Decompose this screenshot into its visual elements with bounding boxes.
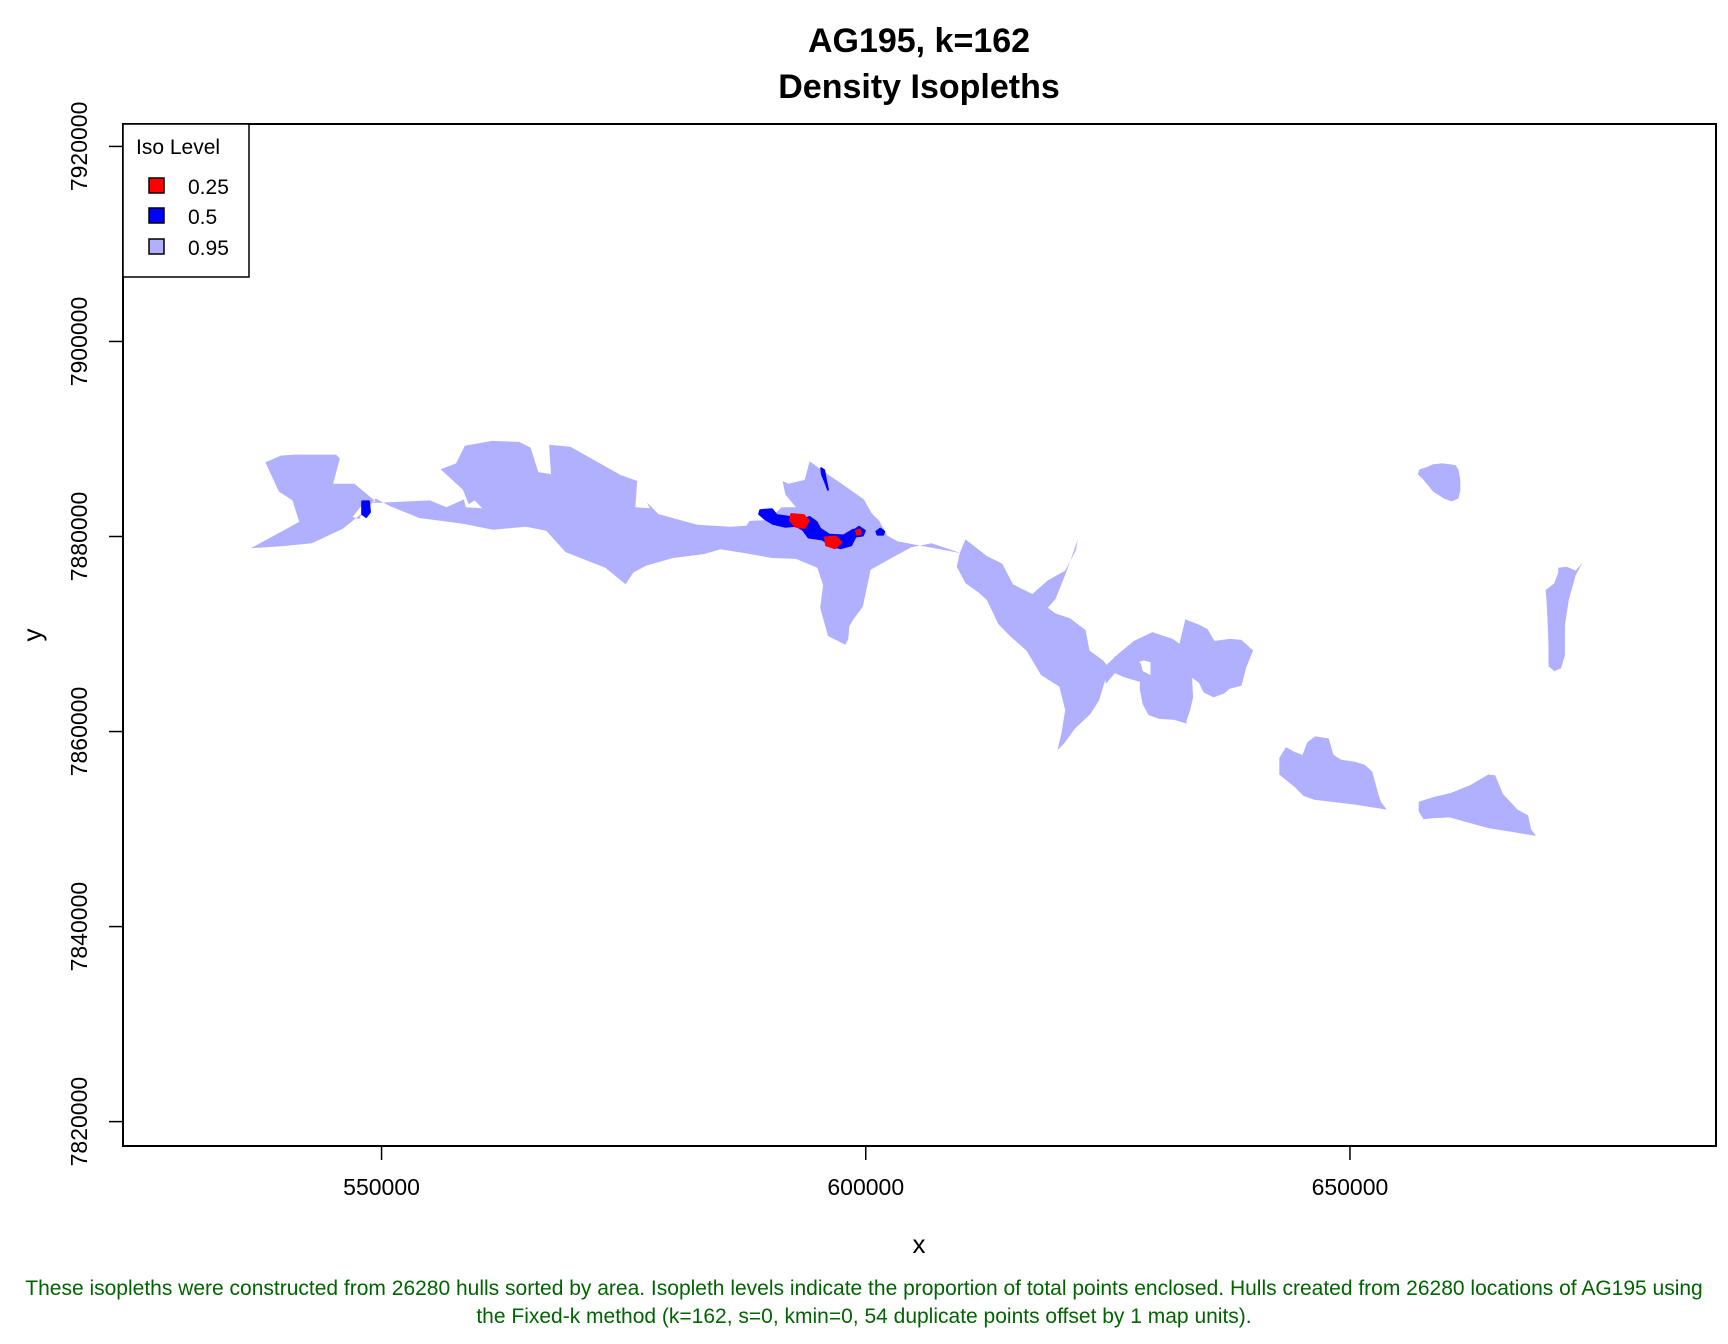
y-axis-label: y	[17, 629, 47, 642]
y-tick-label: 7880000	[66, 492, 92, 582]
isopleth-0.95-polygon-5	[1417, 463, 1461, 502]
plot-frame	[122, 123, 1717, 1147]
legend-swatch-0.25	[148, 177, 165, 194]
y-tick-label: 7900000	[66, 297, 92, 387]
legend-label-0.95: 0.95	[188, 237, 229, 260]
legend-box	[122, 123, 250, 278]
x-tick-label: 650000	[1312, 1174, 1389, 1200]
isopleth-0.95-polygon-3	[1279, 736, 1387, 810]
chart-caption: These isopleths were constructed from 26…	[25, 1277, 1703, 1328]
chart-title: AG195, k=162	[808, 22, 1030, 60]
y-tick-label: 7860000	[66, 687, 92, 777]
isopleth-0.95-polygon-4	[1418, 774, 1536, 836]
legend-label-0.5: 0.5	[188, 206, 217, 229]
x-axis: 550000 600000 650000	[343, 1145, 1389, 1200]
legend-title: Iso Level	[136, 136, 220, 159]
isopleth-0.95-polygon-6	[1545, 562, 1583, 672]
x-tick-label: 600000	[827, 1174, 904, 1200]
y-tick-label: 7920000	[66, 102, 92, 192]
isopleth-0.5-polygon-4	[820, 467, 829, 491]
isopleth-0.25-polygon-1	[824, 535, 843, 550]
isopleth-0.25-polygon-0	[789, 513, 810, 529]
legend: Iso Level 0.25 0.5 0.95	[122, 123, 250, 278]
isopleth-0.25-polygon-2	[855, 528, 862, 536]
isopleth-0.95-polygon-2	[1103, 619, 1254, 724]
legend-swatch-0.5	[148, 207, 165, 224]
y-tick-label: 7840000	[66, 882, 92, 972]
isopleth-0.95-polygon-0	[250, 440, 961, 645]
x-tick-label: 550000	[343, 1174, 420, 1200]
legend-swatch-0.95	[148, 238, 165, 255]
chart-subtitle: Density Isopleths	[778, 68, 1060, 106]
legend-label-0.25: 0.25	[188, 176, 229, 199]
y-axis: 7820000 7840000 7860000 7880000 7900000 79200…	[66, 102, 124, 1167]
isopleth-polygons	[250, 440, 1583, 836]
isopleth-0.95-polygon-1	[956, 539, 1151, 751]
isopleth-0.5-polygon-2	[875, 527, 886, 536]
y-tick-label: 7820000	[66, 1077, 92, 1167]
isopleth-0.5-polygon-3	[361, 500, 371, 518]
x-axis-label: x	[913, 1229, 926, 1259]
